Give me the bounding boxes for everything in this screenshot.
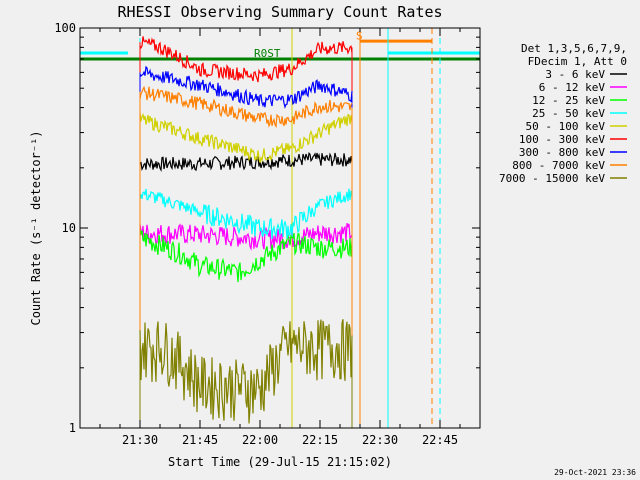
annotation-r0st: R0ST [254,47,281,60]
legend-entry-label: 25 - 50 keV [532,107,605,120]
series-group [139,36,353,428]
series-9-trace [139,319,353,424]
legend: Det 1,3,5,6,7,9,FDecim 1, Att 03 - 6 keV… [499,42,627,185]
x-tick-label: 22:00 [242,433,278,447]
axis-ticks: 21:30 21:45 22:00 22:15 22:30 22:45 1 10 100 [54,21,481,447]
series-8-trace [139,85,353,129]
legend-entry-label: 100 - 300 keV [519,133,605,146]
x-tick-label: 22:30 [362,433,398,447]
x-tick-label: 21:30 [122,433,158,447]
annotations-group: R0ST S [254,29,363,60]
x-tick-label: 21:45 [182,433,218,447]
series-1-trace [139,152,353,173]
legend-entry-label: 800 - 7000 keV [512,159,605,172]
y-tick-label: 10 [62,221,76,235]
chart-title: RHESSI Observing Summary Count Rates [117,3,442,21]
series-2-trace [139,223,353,251]
legend-entry-label: 12 - 25 keV [532,94,605,107]
legend-entry-label: 7000 - 15000 keV [499,172,605,185]
series-3-trace [139,228,353,283]
annotation-s: S [356,29,363,42]
series-5-trace [139,112,353,163]
legend-entry-label: 6 - 12 keV [539,81,606,94]
timestamp: 29-Oct-2021 23:36 [554,468,636,477]
series-4-trace [139,188,353,239]
x-axis-label: Start Time (29-Jul-15 21:15:02) [168,455,392,469]
legend-header: FDecim 1, Att 0 [528,55,627,68]
y-tick-label: 100 [54,21,76,35]
legend-entry-label: 50 - 100 keV [526,120,606,133]
series-7-trace [139,65,353,109]
legend-entry-label: 3 - 6 keV [545,68,605,81]
y-axis-label: Count Rate (s⁻¹ detector⁻¹) [29,130,43,325]
x-tick-label: 22:45 [422,433,458,447]
legend-entry-label: 300 - 800 keV [519,146,605,159]
series-6-trace [139,36,353,83]
y-tick-label: 1 [69,421,76,435]
legend-header: Det 1,3,5,6,7,9, [521,42,627,55]
x-tick-label: 22:15 [302,433,338,447]
